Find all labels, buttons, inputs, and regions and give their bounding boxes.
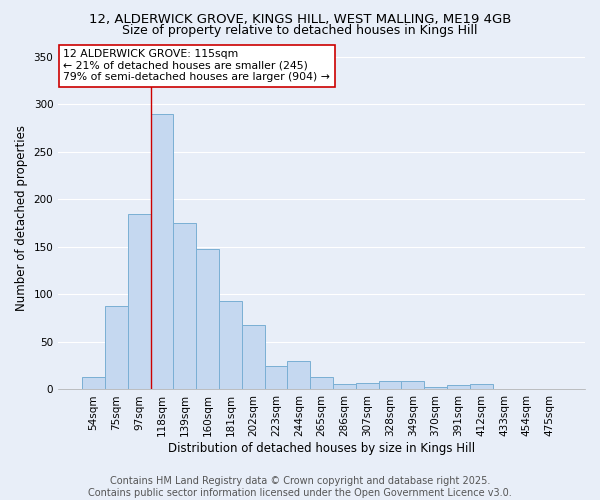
Bar bbox=[151, 114, 173, 390]
Bar bbox=[173, 223, 196, 390]
Bar bbox=[310, 377, 333, 390]
Bar bbox=[356, 383, 379, 390]
Bar bbox=[105, 306, 128, 390]
Bar bbox=[401, 381, 424, 390]
Bar bbox=[470, 384, 493, 390]
Text: 12, ALDERWICK GROVE, KINGS HILL, WEST MALLING, ME19 4GB: 12, ALDERWICK GROVE, KINGS HILL, WEST MA… bbox=[89, 12, 511, 26]
Bar bbox=[128, 214, 151, 390]
Text: Size of property relative to detached houses in Kings Hill: Size of property relative to detached ho… bbox=[122, 24, 478, 37]
X-axis label: Distribution of detached houses by size in Kings Hill: Distribution of detached houses by size … bbox=[168, 442, 475, 455]
Bar bbox=[333, 384, 356, 390]
Bar bbox=[287, 361, 310, 390]
Text: 12 ALDERWICK GROVE: 115sqm
← 21% of detached houses are smaller (245)
79% of sem: 12 ALDERWICK GROVE: 115sqm ← 21% of deta… bbox=[64, 49, 331, 82]
Bar bbox=[265, 366, 287, 390]
Bar bbox=[424, 386, 447, 390]
Bar bbox=[82, 377, 105, 390]
Y-axis label: Number of detached properties: Number of detached properties bbox=[15, 126, 28, 312]
Bar bbox=[196, 249, 219, 390]
Bar bbox=[447, 384, 470, 390]
Bar bbox=[379, 381, 401, 390]
Text: Contains HM Land Registry data © Crown copyright and database right 2025.
Contai: Contains HM Land Registry data © Crown c… bbox=[88, 476, 512, 498]
Bar bbox=[242, 325, 265, 390]
Bar bbox=[219, 301, 242, 390]
